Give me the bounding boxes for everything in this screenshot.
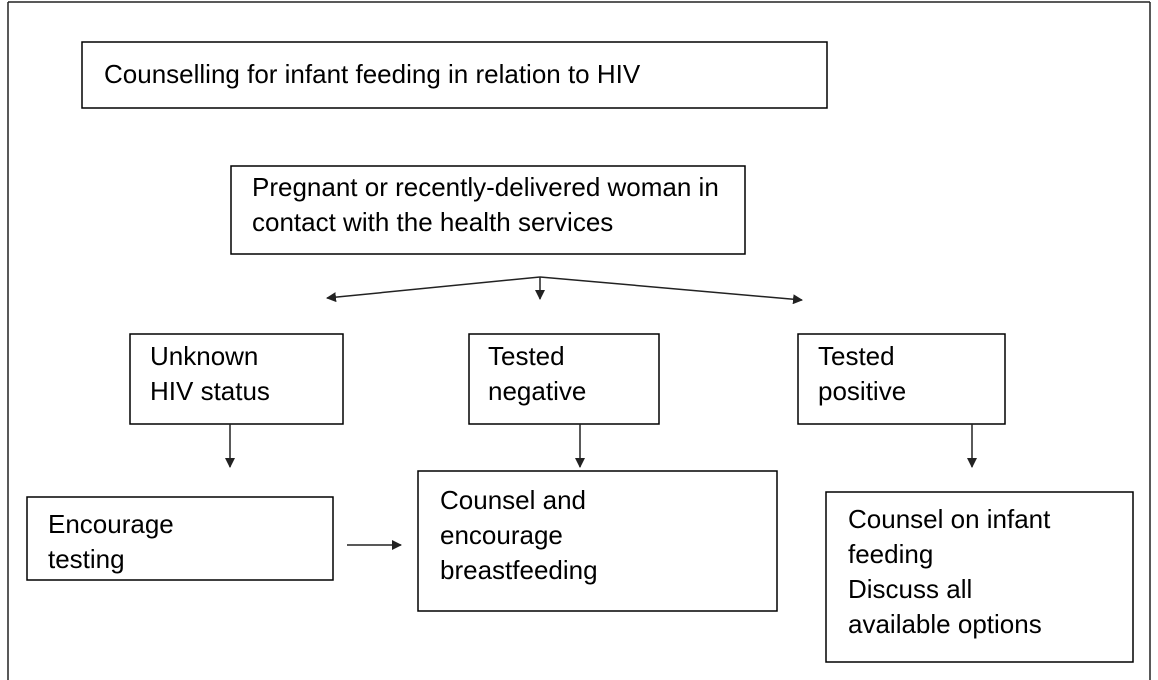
node-text: Tested <box>818 341 895 371</box>
node-text: Tested <box>488 341 565 371</box>
node-box: Counsel on infant feeding Discuss all av… <box>825 491 1134 663</box>
node-text: Unknown <box>150 341 258 371</box>
node-text: positive <box>818 376 906 406</box>
node-text: HIV status <box>150 376 270 406</box>
arrow <box>539 276 803 305</box>
node-text: testing <box>48 544 125 574</box>
node-box: Tested negative <box>468 333 660 425</box>
node-text: available options <box>848 609 1042 639</box>
node-box: Encourage testing <box>26 496 334 581</box>
node-text: Discuss all <box>848 574 972 604</box>
node-text: Counsel on infant <box>848 504 1051 534</box>
arrow <box>326 276 541 303</box>
title-box: Counselling for infant feeding in relati… <box>81 41 828 109</box>
title-text: Counselling for infant feeding in relati… <box>104 59 641 89</box>
node-box: Tested positive <box>797 333 1006 425</box>
node-text: negative <box>488 376 586 406</box>
node-text: contact with the health services <box>252 207 613 237</box>
node-box: Pregnant or recently-delivered woman in … <box>230 165 746 255</box>
node-text: Counsel and <box>440 485 586 515</box>
node-text: Encourage <box>48 509 174 539</box>
node-text: Pregnant or recently-delivered woman in <box>252 172 719 202</box>
node-box: Unknown HIV status <box>129 333 344 425</box>
node-box: Counsel and encourage breastfeeding <box>417 470 778 612</box>
node-text: encourage <box>440 520 563 550</box>
node-text: feeding <box>848 539 933 569</box>
node-text: breastfeeding <box>440 555 598 585</box>
